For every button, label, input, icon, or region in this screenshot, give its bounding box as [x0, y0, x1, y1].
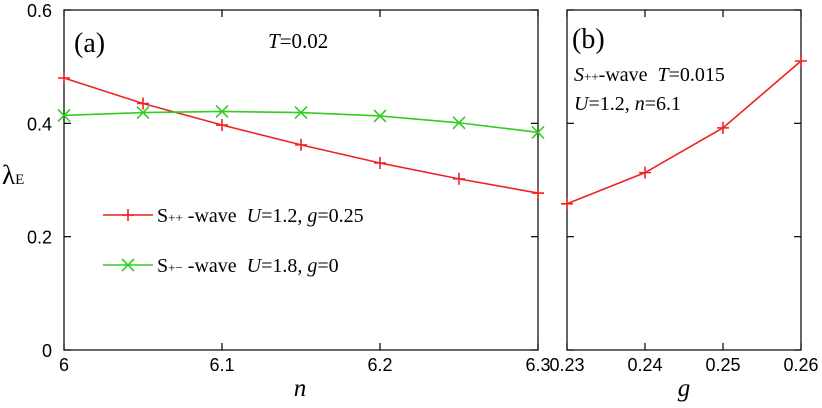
legend-entry-spm: S+− -wave U=1.8, g=0 — [103, 255, 339, 277]
data-point-spp-a — [216, 119, 228, 132]
panel-b-frame — [566, 9, 802, 351]
legend-p2v-spm: g — [307, 255, 317, 277]
data-point-spp-a — [295, 138, 307, 151]
x-tick-label-a: 6.2 — [367, 355, 392, 375]
x-tick-label-b: 0.23 — [549, 355, 584, 375]
x-tick-label-b: 0.26 — [783, 355, 818, 375]
data-point-spm-a — [452, 116, 466, 130]
x-axis-label-b: g — [678, 375, 691, 402]
panel-b-annot-var: T — [658, 64, 671, 86]
legend-entry-spp: S++ -wave U=1.2, g=0.25 — [103, 205, 364, 227]
legend-base-spp: S — [157, 205, 168, 227]
data-point-spp-a — [532, 187, 544, 200]
panel-b-annot-sup: ++ — [584, 69, 599, 84]
series-line-spm-a — [63, 110, 539, 134]
legend-marker-spm — [121, 258, 135, 272]
panel-a-series — [57, 72, 545, 200]
legend-text-spm: S+− -wave U=1.8, g=0 — [157, 255, 339, 277]
legend-text-spp: S++ -wave U=1.2, g=0.25 — [157, 205, 364, 227]
panel-b-annotation-line1: S++-wave T=0.015 — [574, 64, 725, 86]
data-point-spp-a — [374, 157, 386, 169]
panel-b-label: (b) — [572, 24, 605, 55]
panel-b-annot-n2: =6.1 — [645, 93, 681, 115]
legend-p2v-spp: g — [307, 205, 317, 227]
panel-b-annot-v2: n — [635, 93, 645, 115]
legend: S++ -wave U=1.2, g=0.25 S+− -wave U=1.8,… — [103, 205, 364, 277]
legend-p2n-spp: =0.25 — [317, 205, 363, 227]
y-tick-label: 0.6 — [27, 1, 52, 21]
panel-a-frame — [63, 9, 539, 351]
data-point-spp-b — [717, 121, 729, 134]
series-line-spp-b — [566, 60, 802, 205]
legend-marker-spp — [122, 209, 134, 221]
y-axis-label-sub: E — [15, 172, 24, 188]
data-point-spp-a — [58, 72, 70, 84]
data-point-spm-a — [373, 109, 387, 123]
x-tick-label-a: 6.1 — [209, 355, 234, 375]
y-tick-label: 0.2 — [27, 228, 52, 248]
panel-a-ticks: 6 6.1 6.2 6.3 0 0.2 0.4 0.6 — [27, 1, 551, 375]
legend-p1n-spm: =1.8, — [261, 255, 307, 277]
legend-sup-spm: +− — [168, 260, 183, 275]
panel-b-annot-val: =0.015 — [669, 64, 725, 86]
legend-suffix-spm: -wave — [183, 255, 247, 277]
series-line-spp-a — [63, 77, 539, 194]
y-tick-label: 0 — [42, 341, 52, 361]
x-tick-label-a: 6.3 — [525, 355, 550, 375]
panel-b-series — [561, 55, 807, 210]
y-axis-label-main: λ — [2, 160, 15, 190]
data-point-spp-b — [561, 197, 573, 210]
legend-p1v-spm: U — [247, 255, 263, 277]
panel-b-ticks: 0.23 0.24 0.25 0.26 — [549, 9, 819, 375]
data-point-spm-a — [531, 125, 545, 139]
panel-b-annot-n1: =1.2, — [588, 93, 634, 115]
data-point-spm-a — [215, 104, 229, 118]
panel-b-annot-base: S — [574, 64, 584, 86]
legend-suffix-spp: -wave — [183, 205, 247, 227]
panel-b-annot-v1: U — [574, 93, 590, 115]
data-point-spp-a — [137, 97, 149, 110]
panel-a-label: (a) — [74, 28, 105, 59]
x-tick-label-a: 6 — [59, 355, 69, 375]
panel-a-temperature-annotation: T=0.02 — [268, 29, 328, 53]
annotation-val: =0.02 — [280, 29, 329, 53]
data-point-spp-b — [795, 55, 807, 67]
panel-b-annot-suffix: -wave — [599, 64, 658, 86]
x-tick-label-b: 0.24 — [627, 355, 662, 375]
legend-p1v-spp: U — [247, 205, 263, 227]
y-tick-label: 0.4 — [27, 114, 52, 134]
legend-p2n-spm: =0 — [317, 255, 338, 277]
x-tick-label-b: 0.25 — [705, 355, 740, 375]
annotation-var: T — [268, 29, 281, 53]
data-point-spp-a — [453, 172, 465, 185]
legend-p1n-spp: =1.2, — [261, 205, 307, 227]
y-axis-label: λE — [2, 160, 24, 190]
x-axis-label-a: n — [294, 375, 307, 402]
panel-b-annotation-line2: U=1.2, n=6.1 — [574, 93, 681, 115]
data-point-spm-a — [57, 108, 71, 122]
data-point-spm-a — [294, 106, 308, 120]
legend-base-spm: S — [157, 255, 168, 277]
data-point-spp-b — [639, 166, 651, 179]
data-point-spm-a — [136, 106, 150, 120]
legend-sup-spp: ++ — [168, 210, 183, 225]
